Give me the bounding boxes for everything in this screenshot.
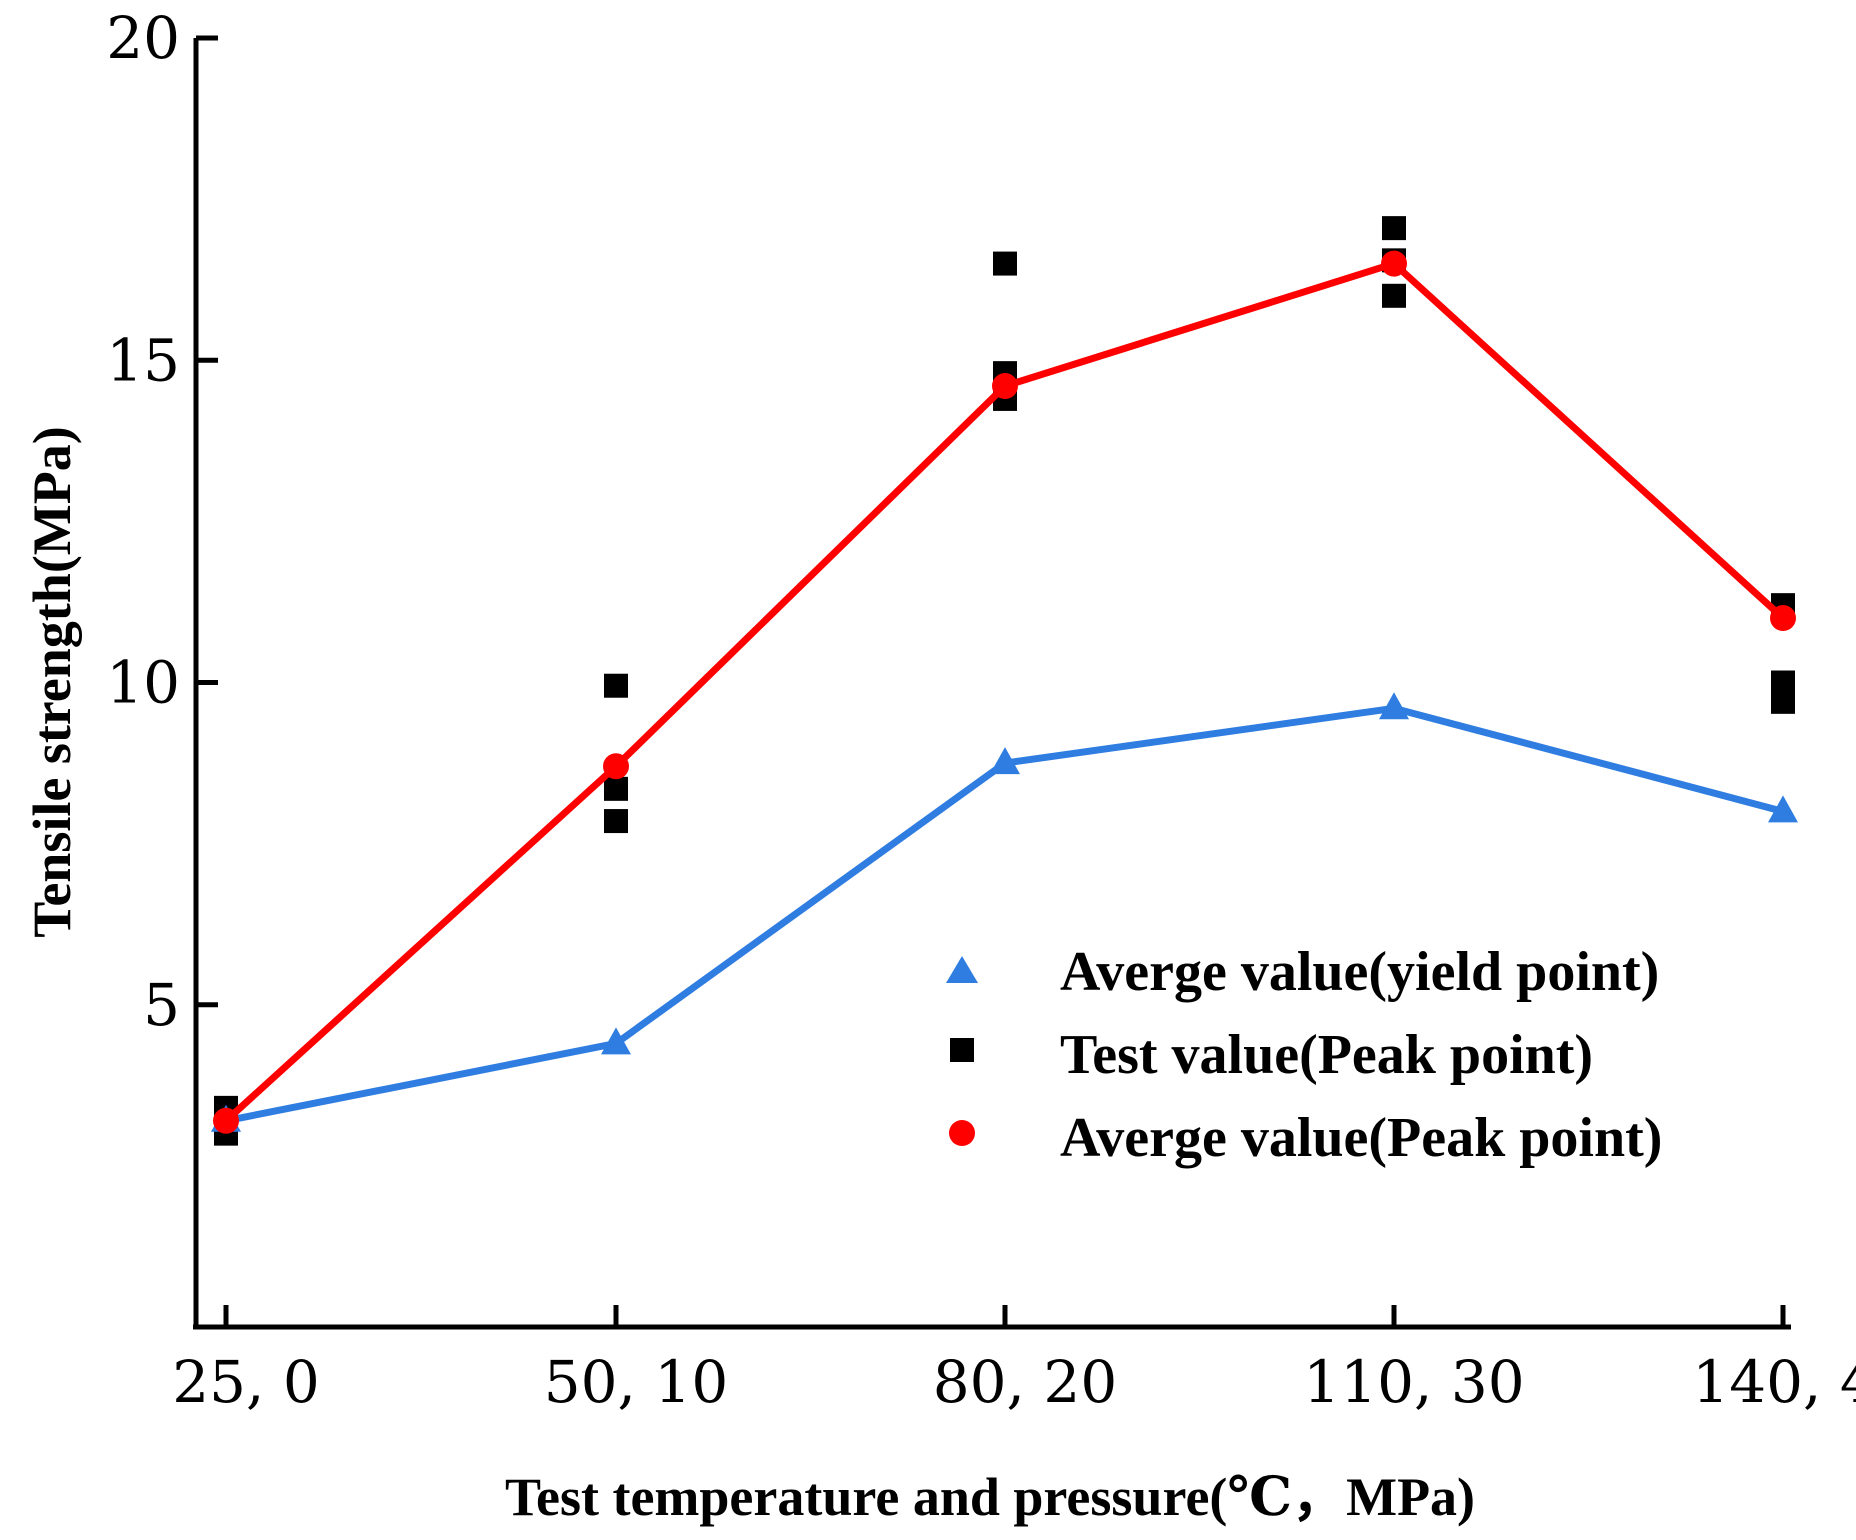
legend-marker-peak-average <box>949 1120 975 1146</box>
peak-average-point-4 <box>1770 605 1796 632</box>
tick-labels: 5 10 15 20 25, 0 50, 10 80, 20 110, 30 140, 40 <box>106 4 1856 1416</box>
peak-test-point-14 <box>1771 689 1795 714</box>
x-tick-label-4: 140, 40 <box>1692 1348 1856 1416</box>
peak-average-point-0 <box>213 1107 239 1134</box>
legend-marker-yield-average <box>946 956 978 983</box>
y-tick-label-10: 10 <box>106 649 180 717</box>
y-axis-title: Tensile strength(MPa) <box>22 426 82 937</box>
peak-average-point-1 <box>603 753 629 780</box>
x-tick-label-1: 50, 10 <box>544 1348 728 1416</box>
peak-average-point-3 <box>1381 250 1407 277</box>
yield-average-point-3 <box>1379 692 1409 720</box>
peak-test-point-6 <box>993 251 1017 276</box>
x-tick-label-3: 110, 30 <box>1303 1348 1524 1416</box>
yield-average-point-4 <box>1768 795 1798 823</box>
series-layer <box>211 216 1798 1146</box>
ticks <box>196 35 1786 1327</box>
peak-average-point-2 <box>992 373 1018 400</box>
peak-test-point-4 <box>604 776 628 801</box>
y-tick-label-15: 15 <box>106 326 180 394</box>
yield-average-point-2 <box>990 747 1020 775</box>
y-tick-label-5: 5 <box>143 971 180 1039</box>
peak-test-point-5 <box>604 809 628 834</box>
peak-test-point-11 <box>1382 283 1406 308</box>
legend-marker-peak-test <box>950 1038 974 1062</box>
legend-label-yield-average: Averge value(yield point) <box>1060 941 1659 1003</box>
yield-average-point-1 <box>601 1027 631 1055</box>
x-axis-title: Test temperature and pressure(℃，MPa) <box>505 1467 1475 1527</box>
peak-test-point-9 <box>1382 216 1406 241</box>
legend-label-peak-test: Test value(Peak point) <box>1060 1024 1593 1086</box>
legend-label-peak-average: Averge value(Peak point) <box>1060 1107 1662 1169</box>
peak-test-point-3 <box>604 673 628 698</box>
x-tick-label-0: 25, 0 <box>172 1348 320 1416</box>
y-tick-label-20: 20 <box>106 4 180 72</box>
legend: Averge value(yield point) Test value(Pea… <box>946 941 1662 1169</box>
x-tick-label-2: 80, 20 <box>933 1348 1117 1416</box>
